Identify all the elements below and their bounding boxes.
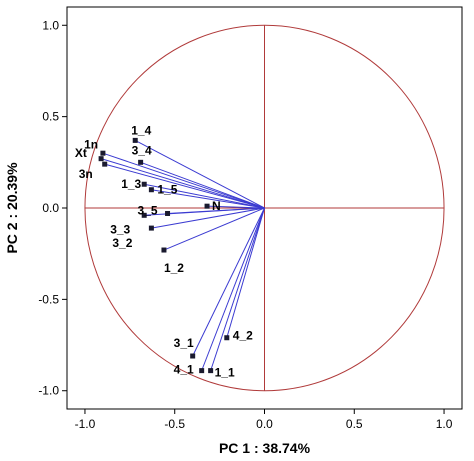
point-1n: [98, 156, 104, 162]
y-tick-label: -0.5: [38, 292, 59, 306]
point-label-Xt: Xt: [75, 146, 87, 160]
y-tick-label: -1.0: [38, 384, 59, 398]
point-label-1_3: 1_3: [121, 177, 141, 191]
point-label-1_5: 1_5: [157, 183, 177, 197]
point-3n: [102, 161, 108, 167]
point-1_4: [132, 137, 138, 143]
vector-4_1: [201, 207, 265, 371]
vector-1_3: [144, 183, 265, 209]
point-label-1_4: 1_4: [131, 123, 151, 137]
vector-3_4: [140, 161, 265, 209]
y-tick-label: 0.5: [42, 110, 59, 124]
point-label-1_1: 1_1: [215, 366, 235, 380]
vector-Xt: [102, 152, 265, 209]
point-3_2: [148, 225, 154, 231]
vector-1_2: [163, 207, 265, 251]
point-1_3: [141, 181, 147, 187]
x-tick-label: 1.0: [436, 417, 453, 431]
vector-4_2: [226, 207, 265, 338]
vector-layer: [100, 139, 265, 371]
point-label-3_1: 3_1: [174, 336, 194, 350]
point-1_2: [161, 247, 167, 253]
x-tick-label: 0.5: [346, 417, 363, 431]
point-1_1: [208, 368, 214, 374]
vector-1_1: [210, 207, 265, 371]
vector-3_3: [144, 207, 265, 216]
point-1_5: [148, 187, 154, 193]
y-tick-label: 1.0: [42, 18, 59, 32]
point-label-3n: 3n: [79, 167, 93, 181]
y-tick-label: 0.0: [42, 201, 59, 215]
point-4_2: [224, 335, 230, 341]
point-label-N: N: [212, 199, 221, 213]
vector-N: [207, 205, 265, 209]
x-tick-label: 0.0: [256, 417, 273, 431]
y-axis-label: PC 2 : 20.39%: [4, 162, 20, 254]
tick-layer: -1.0 -0.5 0.0 0.5 1.0 -1.0 -0.5 0.0 0.5 1.0: [38, 18, 452, 431]
point-label-3_2: 3_2: [112, 236, 132, 250]
x-tick-label: -1.0: [75, 417, 96, 431]
point-label-3_3: 3_3: [110, 222, 130, 236]
point-3_1: [190, 353, 196, 359]
vector-1_5: [151, 189, 265, 209]
point-label-1_2: 1_2: [164, 261, 184, 275]
point-label-1n: 1n: [84, 138, 98, 152]
point-label-3_5: 3_5: [138, 203, 158, 217]
point-label-4_1: 4_1: [174, 363, 194, 377]
vector-3n: [104, 163, 265, 209]
x-axis-label: PC 1 : 38.74%: [219, 440, 311, 456]
vector-1n: [100, 158, 265, 209]
vector-3_1: [192, 207, 265, 357]
point-label-4_2: 4_2: [233, 329, 253, 343]
point-label-3_4: 3_4: [132, 143, 152, 157]
vector-1_4: [134, 139, 265, 209]
point-N: [204, 203, 210, 209]
point-layer: [98, 137, 230, 374]
point-Xt: [100, 150, 106, 156]
point-3_3: [141, 212, 147, 218]
point-3_4: [138, 159, 144, 165]
vector-3_2: [151, 207, 265, 229]
point-3_5: [165, 210, 171, 216]
point-4_1: [199, 368, 205, 374]
x-tick-label: -0.5: [164, 417, 185, 431]
